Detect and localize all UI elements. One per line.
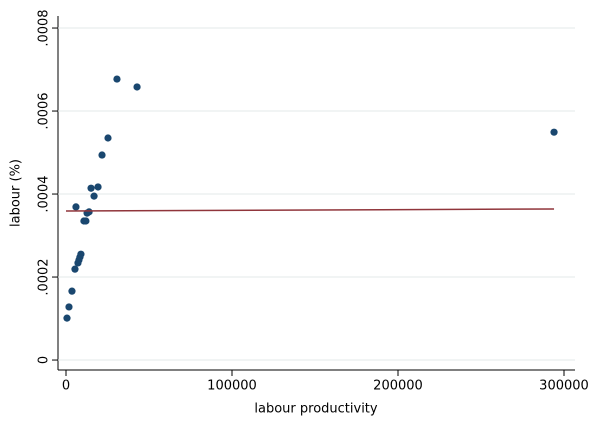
point xyxy=(98,151,106,159)
y-tick-label: .0004 xyxy=(37,175,52,212)
y-tick-label: .0002 xyxy=(37,258,52,295)
point xyxy=(65,303,73,311)
point xyxy=(113,75,121,83)
x-tick-label: 300000 xyxy=(539,379,589,394)
point xyxy=(77,250,85,258)
x-tick-label: 0 xyxy=(62,379,70,394)
point xyxy=(94,183,102,191)
point xyxy=(133,83,141,91)
point xyxy=(550,128,558,136)
y-tick-label: 0 xyxy=(37,356,52,364)
point xyxy=(82,217,90,225)
x-tick-label: 100000 xyxy=(207,379,257,394)
x-tick-label: 200000 xyxy=(373,379,423,394)
point xyxy=(90,192,98,200)
y-tick-label: .0008 xyxy=(37,9,52,46)
point xyxy=(71,265,79,273)
point xyxy=(85,208,93,216)
x-axis-title: labour productivity xyxy=(254,402,378,417)
point xyxy=(104,134,112,142)
y-tick-label: .0006 xyxy=(37,92,52,129)
fit-line xyxy=(65,208,555,212)
point xyxy=(87,184,95,192)
point xyxy=(72,203,80,211)
point xyxy=(68,287,76,295)
y-axis-title: labour (%) xyxy=(9,159,24,227)
point xyxy=(63,314,71,322)
